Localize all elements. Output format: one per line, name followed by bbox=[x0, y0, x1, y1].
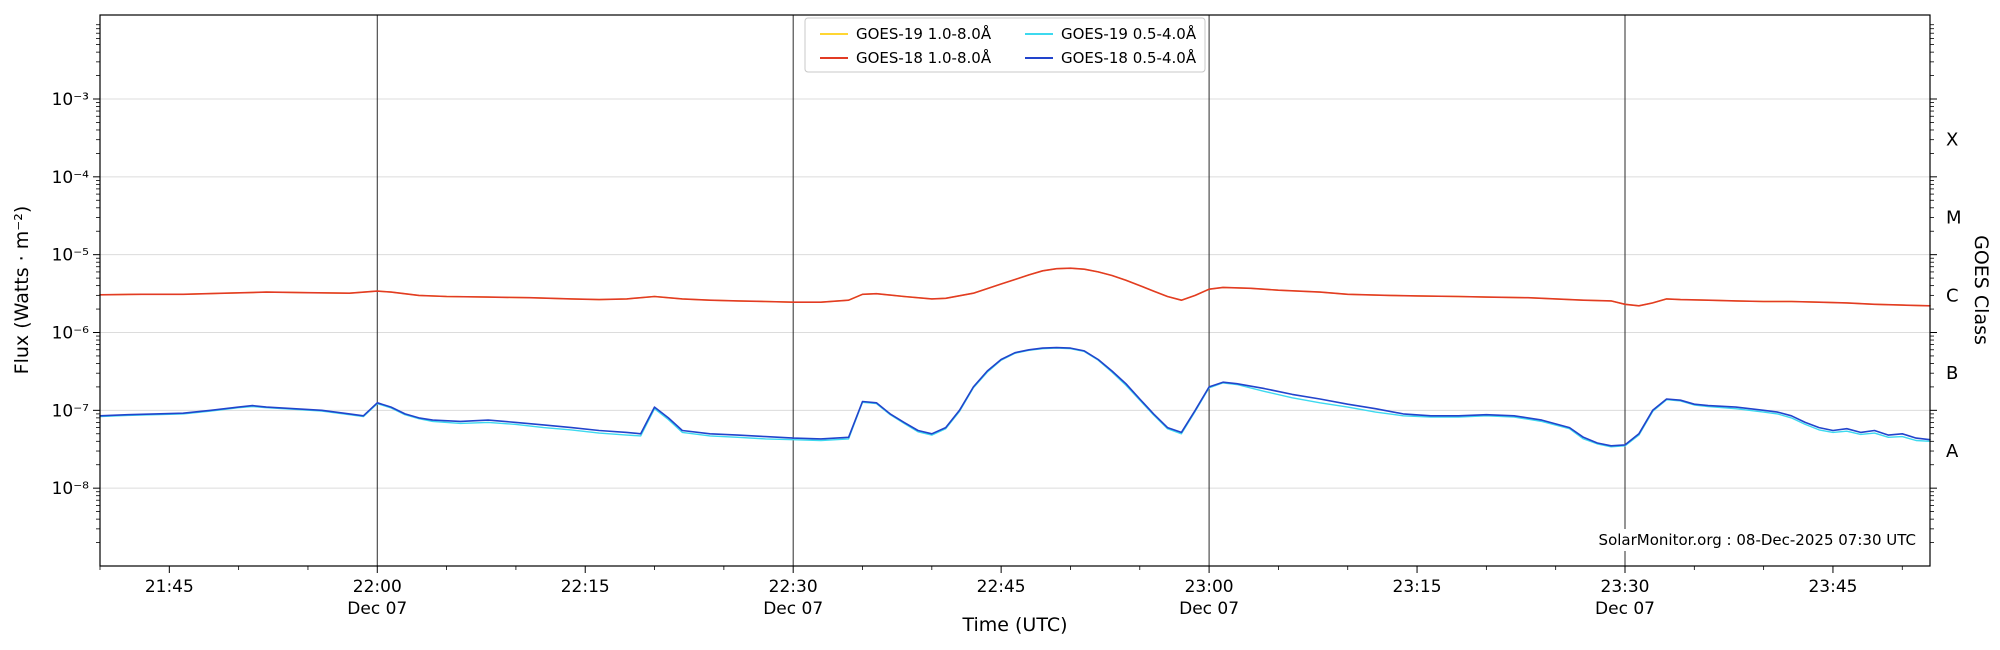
x-tick-label: 23:00 bbox=[1185, 577, 1234, 597]
right-axis-label: GOES Class bbox=[1970, 235, 1992, 345]
goes-class-label-m: M bbox=[1946, 208, 1962, 229]
series-line-goes-19-1-0-8-0a bbox=[99, 267, 1931, 307]
goes-class-label-b: B bbox=[1946, 363, 1958, 384]
y-tick-label: 10⁻³ bbox=[52, 90, 89, 110]
y-tick-label: 10⁻⁷ bbox=[52, 401, 90, 421]
x-day-label: Dec 07 bbox=[347, 599, 407, 619]
x-day-label: Dec 07 bbox=[1595, 599, 1655, 619]
x-day-label: Dec 07 bbox=[763, 599, 823, 619]
x-axis-label: Time (UTC) bbox=[962, 614, 1068, 636]
x-tick-label: 21:45 bbox=[145, 577, 194, 597]
source-timestamp-annotation: SolarMonitor.org : 08-Dec-2025 07:30 UTC bbox=[1592, 529, 1922, 551]
x-tick-label: 22:45 bbox=[977, 577, 1026, 597]
y-tick-label: 10⁻⁸ bbox=[52, 479, 90, 499]
x-tick-label: 22:30 bbox=[769, 577, 818, 597]
x-tick-label: 23:45 bbox=[1808, 577, 1857, 597]
y-tick-label: 10⁻⁵ bbox=[52, 246, 89, 266]
legend-box bbox=[804, 17, 1206, 73]
plot-border bbox=[99, 14, 1931, 567]
y-tick-label: 10⁻⁴ bbox=[52, 168, 90, 188]
y-tick-label: 10⁻⁶ bbox=[52, 323, 90, 343]
y-axis-label: Flux (Watts · m⁻²) bbox=[11, 205, 33, 375]
series-line-goes-18-1-0-8-0a bbox=[99, 267, 1931, 307]
goes-class-label-a: A bbox=[1946, 441, 1959, 462]
series-line-goes-19-0-5-4-0a bbox=[99, 347, 1931, 448]
goes-class-label-c: C bbox=[1946, 285, 1959, 306]
x-tick-label: 22:00 bbox=[353, 577, 402, 597]
series-line-goes-18-0-5-4-0a bbox=[99, 346, 1931, 447]
legend-entry-label: GOES-18 0.5-4.0Å bbox=[1061, 48, 1197, 67]
x-tick-label: 23:15 bbox=[1393, 577, 1442, 597]
x-tick-label: 23:30 bbox=[1601, 577, 1650, 597]
goes-class-label-x: X bbox=[1946, 130, 1958, 151]
legend-entry-label: GOES-19 1.0-8.0Å bbox=[856, 24, 992, 43]
legend-entry-label: GOES-18 1.0-8.0Å bbox=[856, 48, 992, 67]
x-tick-label: 22:15 bbox=[561, 577, 610, 597]
legend-entry-label: GOES-19 0.5-4.0Å bbox=[1061, 24, 1197, 43]
x-day-label: Dec 07 bbox=[1179, 599, 1239, 619]
